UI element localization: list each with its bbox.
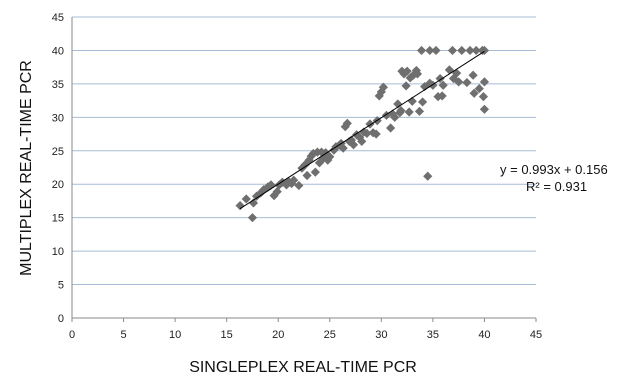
data-point-93 [469,88,479,98]
x-tick-45: 45 [530,329,542,341]
x-tick-30: 30 [375,329,387,341]
r-squared-label: R² = 0.931 [526,179,587,194]
data-point-65 [404,107,414,117]
data-point-0 [235,201,245,211]
data-point-49 [371,129,381,139]
y-tick-0: 0 [58,313,64,325]
x-tick-10: 10 [169,329,181,341]
data-point-97 [478,91,489,102]
data-point-2 [247,213,258,223]
y-tick-35: 35 [52,79,64,91]
data-point-94 [471,45,481,56]
data-point-20 [302,170,312,181]
data-point-46 [362,128,372,138]
data-points [235,45,490,223]
data-point-36 [338,143,348,153]
data-point-41 [348,140,359,150]
y-tick-10: 10 [52,246,64,258]
x-tick-labels: 0 5 10 15 20 25 30 35 40 45 [69,329,542,341]
data-point-7 [263,182,273,192]
data-point-82 [437,91,447,101]
data-point-13 [281,180,292,190]
data-point-58 [393,99,403,109]
data-point-11 [274,180,284,190]
x-tick-0: 0 [69,329,75,341]
data-point-100 [479,45,490,56]
y-axis-title: MULTIPLEX REAL-TIME PCR [18,60,35,276]
data-point-73 [417,97,428,107]
y-tick-25: 25 [52,146,64,158]
data-point-4 [251,191,262,201]
y-tick-40: 40 [52,45,64,57]
data-point-89 [457,45,467,56]
data-point-71 [414,106,425,116]
data-point-24 [310,167,320,177]
data-point-80 [433,91,443,102]
data-point-5 [256,188,266,198]
x-tick-35: 35 [427,329,439,341]
data-point-16 [289,175,299,185]
data-point-76 [425,45,435,56]
data-point-60 [396,106,406,116]
data-point-55 [386,123,396,133]
data-point-75 [423,171,433,181]
data-point-99 [479,77,490,87]
data-point-57 [390,112,400,122]
data-point-77 [425,78,435,88]
data-point-88 [454,77,464,87]
x-tick-20: 20 [272,329,284,341]
x-axis-title: SINGLEPLEX REAL-TIME PCR [189,359,417,376]
y-tick-5: 5 [58,280,64,292]
y-tick-30: 30 [52,112,64,124]
data-point-10 [272,186,282,197]
data-point-64 [402,66,412,76]
data-point-90 [462,77,472,88]
data-point-38 [342,118,352,128]
data-point-31 [325,152,335,162]
data-point-78 [428,80,438,90]
grid-lines [72,16,536,286]
data-point-23 [308,148,318,159]
data-point-17 [294,180,304,191]
data-point-81 [435,73,445,84]
x-tick-5: 5 [120,329,126,341]
data-point-19 [300,160,310,170]
trendline [239,50,485,210]
data-point-63 [401,81,411,91]
data-point-98 [479,104,490,114]
data-point-72 [416,45,427,56]
data-point-6 [259,184,269,195]
data-point-1 [241,194,251,204]
y-tick-20: 20 [52,179,64,191]
trendline-group [239,50,485,210]
data-point-47 [365,119,375,129]
data-point-21 [304,155,314,165]
data-point-95 [474,83,484,94]
data-point-53 [378,82,388,92]
x-tick-15: 15 [221,329,233,341]
data-point-70 [412,69,423,79]
data-point-30 [323,155,333,165]
y-tick-labels: 0 5 10 15 20 25 30 35 40 45 [52,12,64,325]
data-point-91 [465,45,475,56]
data-point-66 [405,73,415,83]
data-point-3 [248,198,259,208]
trendline-equation: y = 0.993x + 0.156 [500,162,608,177]
y-tick-15: 15 [52,213,64,225]
y-tick-45: 45 [52,12,64,24]
axes [71,17,537,322]
data-point-44 [357,136,367,147]
x-tick-25: 25 [324,329,336,341]
data-point-92 [468,70,478,80]
data-point-79 [431,45,441,56]
data-point-85 [447,45,458,56]
x-tick-40: 40 [478,329,490,341]
data-point-18 [297,163,307,173]
data-point-83 [438,80,448,90]
